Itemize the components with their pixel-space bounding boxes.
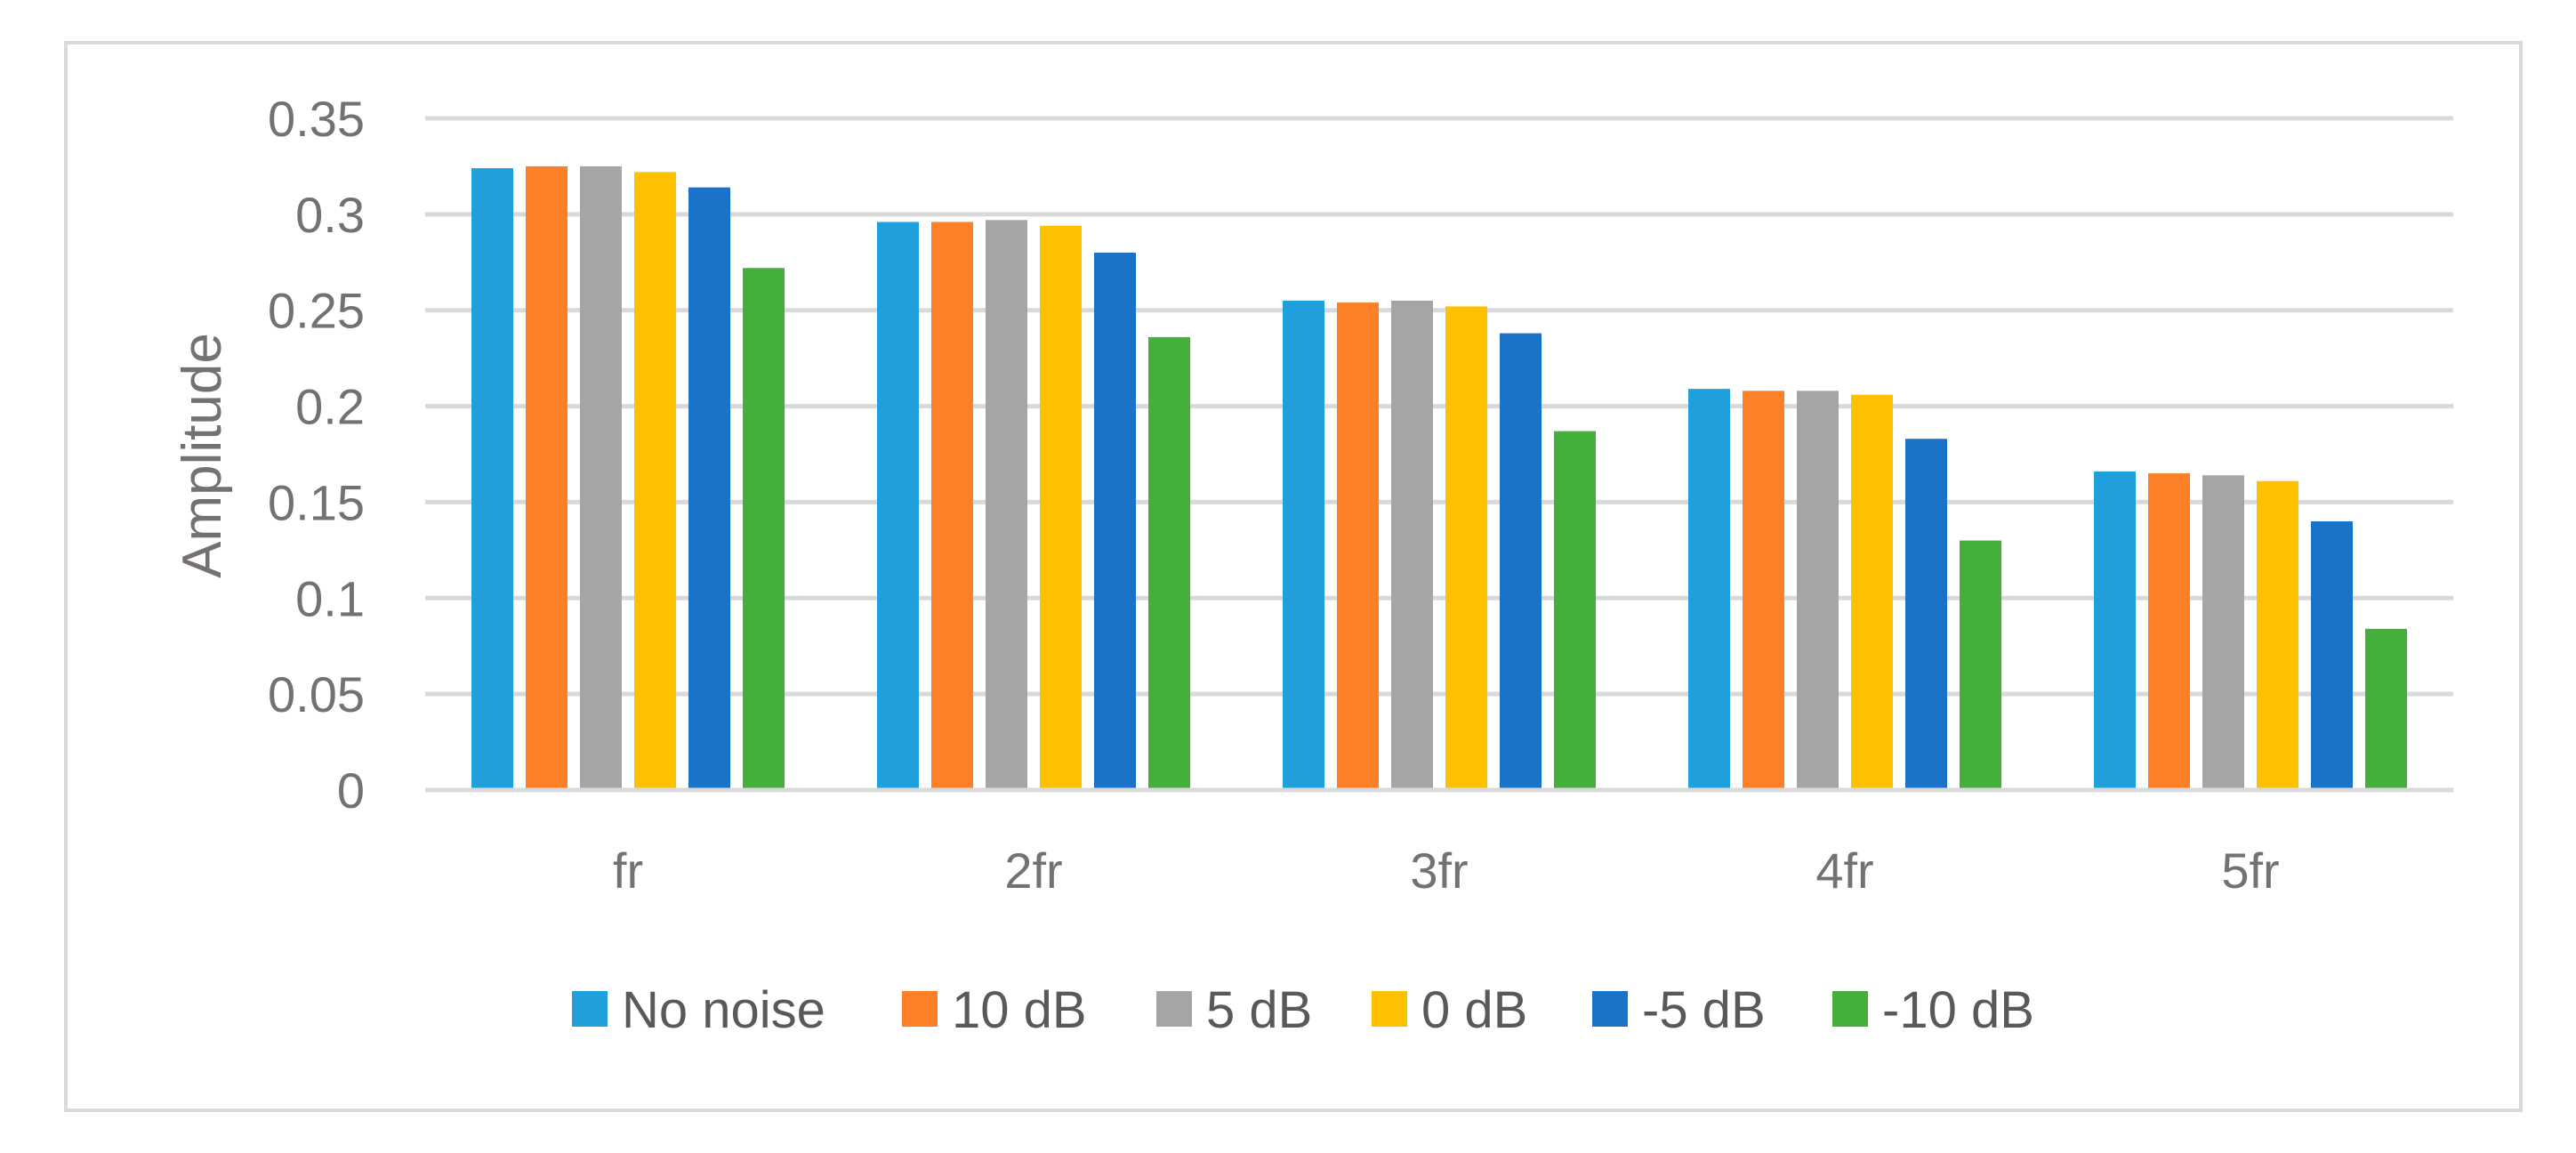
y-tick-label: 0.25 xyxy=(268,283,365,339)
y-axis-title: Amplitude xyxy=(172,333,233,578)
bar-2fr-minus5dB xyxy=(1094,253,1136,790)
bar-2fr-10dB xyxy=(931,222,973,790)
y-tick-label: 0 xyxy=(337,762,365,818)
bar-4fr-10dB xyxy=(1743,391,1784,790)
legend-item: 0 dB xyxy=(1372,981,1527,1039)
bar-2fr-minus10dB xyxy=(1148,336,1190,790)
x-axis-ticks: fr 2fr 3fr 4fr 5fr xyxy=(613,843,2280,899)
bar-4fr-minus10dB xyxy=(1960,540,2001,790)
legend-item: 10 dB xyxy=(902,981,1087,1039)
bar-fr-Nonoise xyxy=(471,168,513,791)
bar-fr-minus10dB xyxy=(743,268,785,790)
bar-5fr-5dB xyxy=(2202,475,2244,790)
legend: No noise 10 dB 5 dB 0 dB -5 dB -10 dB xyxy=(572,981,2034,1039)
legend-swatch xyxy=(1372,991,1407,1027)
y-tick-label: 0.2 xyxy=(295,379,365,435)
legend-item: -5 dB xyxy=(1592,981,1766,1039)
bar-5fr-Nonoise xyxy=(2094,471,2136,790)
bar-3fr-5dB xyxy=(1391,300,1433,790)
legend-item: -10 dB xyxy=(1832,981,2034,1039)
x-tick-label: 4fr xyxy=(1815,843,1873,899)
bar-2fr-5dB xyxy=(986,220,1027,791)
bar-2fr-Nonoise xyxy=(877,222,919,790)
legend-swatch xyxy=(572,991,608,1027)
bar-fr-5dB xyxy=(580,165,622,790)
legend-swatch xyxy=(902,991,938,1027)
bar-5fr-10dB xyxy=(2148,473,2190,790)
y-tick-label: 0.3 xyxy=(295,187,365,243)
y-tick-label: 0.15 xyxy=(268,474,365,530)
legend-label: -10 dB xyxy=(1882,981,2034,1039)
bar-5fr-minus5dB xyxy=(2311,521,2353,790)
y-axis-ticks: 0 0.05 0.1 0.15 0.2 0.25 0.3 0.35 xyxy=(268,91,365,818)
y-tick-label: 0.05 xyxy=(268,666,365,722)
bar-fr-minus5dB xyxy=(688,187,730,790)
legend-label: 0 dB xyxy=(1421,981,1527,1039)
legend-item: No noise xyxy=(572,981,825,1039)
legend-swatch xyxy=(1832,991,1868,1027)
bar-5fr-0dB xyxy=(2257,480,2298,790)
legend-label: 5 dB xyxy=(1206,981,1312,1039)
bar-3fr-Nonoise xyxy=(1283,300,1324,790)
legend-item: 5 dB xyxy=(1156,981,1312,1039)
bar-fr-0dB xyxy=(634,172,676,790)
bar-4fr-5dB xyxy=(1797,391,1839,790)
bar-4fr-Nonoise xyxy=(1688,389,1730,790)
x-tick-label: fr xyxy=(613,843,643,899)
bar-3fr-0dB xyxy=(1445,306,1487,790)
bar-3fr-10dB xyxy=(1337,302,1379,791)
bar-5fr-minus10dB xyxy=(2365,628,2407,790)
legend-swatch xyxy=(1156,991,1192,1027)
bar-3fr-minus10dB xyxy=(1554,431,1596,790)
legend-swatch xyxy=(1592,991,1628,1027)
bar-3fr-minus5dB xyxy=(1500,333,1542,791)
bars xyxy=(425,165,2453,793)
y-tick-label: 0.35 xyxy=(268,91,365,147)
bar-4fr-0dB xyxy=(1851,394,1893,790)
y-tick-label: 0.1 xyxy=(295,570,365,626)
x-tick-label: 3fr xyxy=(1410,843,1468,899)
bar-fr-10dB xyxy=(526,165,568,790)
x-tick-label: 5fr xyxy=(2221,843,2279,899)
legend-label: No noise xyxy=(622,981,825,1039)
legend-label: -5 dB xyxy=(1642,981,1766,1039)
bar-2fr-0dB xyxy=(1040,225,1082,791)
bar-4fr-minus5dB xyxy=(1905,439,1947,790)
legend-label: 10 dB xyxy=(952,981,1087,1039)
x-tick-label: 2fr xyxy=(1004,843,1062,899)
